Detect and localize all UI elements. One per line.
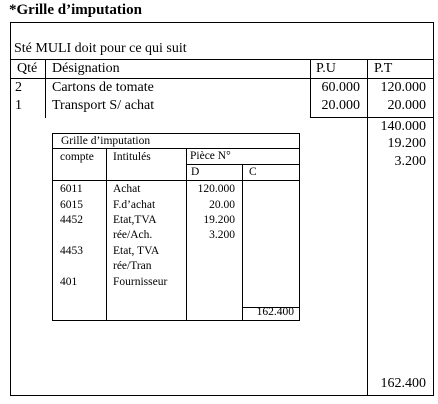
grille-credit-total: 162.400 <box>256 306 294 318</box>
row-pt: 20.000 <box>387 98 427 113</box>
grille-box <box>52 133 300 321</box>
row-pu: 60.000 <box>321 80 361 95</box>
header-bottom-rule <box>10 78 434 79</box>
total-value: 162.400 <box>380 376 427 391</box>
row-pt: 120.000 <box>380 80 427 95</box>
grille-title: Grille d’imputation <box>61 135 151 147</box>
grille-credit-rule <box>242 307 300 308</box>
header-top-rule <box>10 59 434 60</box>
grille-intitule: rée/Ach. <box>113 229 153 241</box>
grille-intitule: Fournisseur <box>113 276 168 288</box>
invoice-frame <box>10 22 434 396</box>
header-pu: P.U <box>316 61 336 76</box>
grille-compte: 4453 <box>60 245 83 257</box>
row-designation: Cartons de tomate <box>52 80 154 95</box>
grille-compte-rule <box>106 148 107 320</box>
grille-piece-rule <box>186 164 300 165</box>
grille-debit: 3.200 <box>209 229 235 241</box>
grille-debit: 20.00 <box>209 199 235 211</box>
row-designation: Transport S/ achat <box>52 98 155 113</box>
grille-header-piece: Pièce N° <box>190 150 231 162</box>
subtotal-value: 3.200 <box>394 154 427 169</box>
grille-debit: 19.200 <box>203 214 235 226</box>
row-qte: 2 <box>15 80 22 95</box>
pt-column-left-rule <box>367 59 368 396</box>
subtotal-value: 19.200 <box>387 136 427 151</box>
subtotal-value: 140.000 <box>380 119 427 134</box>
pu-column-left-rule <box>310 59 311 118</box>
qte-column-rule <box>45 59 46 118</box>
grille-intitule: rée/Tran <box>113 260 152 272</box>
row-pu: 20.000 <box>321 98 361 113</box>
page-title: *Grille d’imputation <box>9 2 142 18</box>
header-qte: Qté <box>17 61 38 76</box>
grille-compte: 6015 <box>60 199 83 211</box>
grille-title-rule <box>52 148 300 149</box>
grille-intitule: F.d’achat <box>113 199 156 211</box>
grille-intitule: Etat,TVA <box>113 214 157 226</box>
grille-compte: 6011 <box>60 183 83 195</box>
header-designation: Désignation <box>52 61 120 76</box>
intro-text: Sté MULI doit pour ce qui suit <box>14 41 187 56</box>
grille-compte: 401 <box>60 276 78 288</box>
header-pt: P.T <box>374 61 393 76</box>
grille-debit-rule <box>242 164 243 320</box>
row-qte: 1 <box>15 98 22 113</box>
price-subtotal-rule <box>310 117 434 118</box>
grille-intitules-rule <box>186 148 187 320</box>
grille-header-credit: C <box>249 166 257 178</box>
grille-debit: 120.000 <box>197 183 235 195</box>
grille-header-rule <box>52 180 300 181</box>
grille-header-intitules: Intitulés <box>113 151 151 163</box>
grille-header-debit: D <box>191 166 200 178</box>
grille-intitule: Achat <box>113 183 141 195</box>
grille-compte: 4452 <box>60 214 83 226</box>
grille-intitule: Etat, TVA <box>113 245 160 257</box>
grille-header-compte: compte <box>60 151 94 163</box>
